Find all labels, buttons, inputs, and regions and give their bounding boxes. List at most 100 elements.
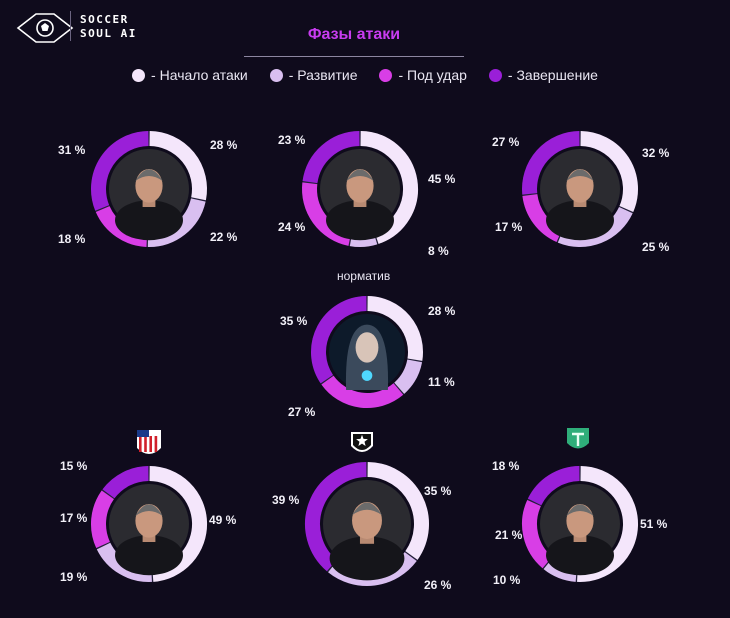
legend-label: - Завершение (507, 67, 598, 83)
value-label: 32 % (642, 146, 670, 160)
value-label: 21 % (495, 528, 523, 542)
donut-segment-Под удар (321, 375, 404, 408)
avatar-face (566, 504, 594, 538)
crest-mark (572, 432, 584, 446)
donut-chart-top-right (522, 131, 638, 247)
legend-swatch (488, 68, 502, 82)
avatar-shoulders (115, 535, 183, 576)
logo-divider (70, 11, 71, 41)
avatar-shoulders (115, 200, 183, 241)
star-icon (356, 434, 368, 446)
value-label: 23 % (278, 133, 306, 147)
legend-item-start: - Начало атаки (132, 67, 248, 83)
crest-stripe (149, 436, 152, 452)
donut-segment-Начало атаки (580, 131, 638, 212)
value-label: 22 % (210, 230, 238, 244)
avatar-face (135, 169, 163, 203)
crest-stripe (154, 436, 158, 452)
avatar-face (352, 501, 382, 539)
value-label: 18 % (58, 232, 86, 246)
donut-chart-bottom-center (305, 462, 429, 586)
donut-chart-top-center (302, 131, 418, 247)
soccer-ball-logo-icon (16, 13, 74, 43)
avatar-shoulders (329, 536, 405, 581)
legend-swatch (269, 68, 283, 82)
value-label: 28 % (210, 138, 238, 152)
legend-swatch (132, 68, 146, 82)
avatar-shoulders (546, 200, 614, 241)
value-label: 27 % (492, 135, 520, 149)
value-label: 19 % (60, 570, 88, 584)
donut-segment-Развитие (393, 359, 423, 394)
legend: - Начало атаки - Развитие - Под удар - З… (0, 67, 730, 83)
value-label: 24 % (278, 220, 306, 234)
donut-segment-Завершение (305, 462, 367, 572)
value-label: 26 % (424, 578, 452, 592)
page-title: Фазы атаки (307, 26, 401, 43)
donut-segment-Начало атаки (367, 462, 429, 560)
donut-segment-Начало атаки (149, 131, 207, 201)
value-label: 39 % (272, 493, 300, 507)
value-label: 11 % (428, 375, 455, 389)
chart-caption: норматив (337, 269, 391, 283)
legend-item-to-shot: - Под удар (379, 67, 467, 83)
donut-segment-Завершение (302, 131, 360, 184)
avatar-face (346, 169, 374, 203)
donut-segment-Завершение (527, 466, 580, 506)
avatar-face (135, 504, 163, 538)
donut-chart-top-left (91, 131, 207, 247)
avatar-hair (135, 504, 163, 516)
shield-crest-icon (567, 428, 589, 449)
legend-label: - Развитие (288, 67, 358, 83)
value-label: 8 % (428, 244, 449, 258)
glow-orb (361, 370, 373, 381)
donut-segment-Завершение (522, 131, 580, 195)
legend-item-finishing: - Завершение (488, 67, 598, 83)
value-label: 31 % (58, 143, 86, 157)
legend-item-development: - Развитие (269, 67, 358, 83)
value-label: 28 % (428, 304, 456, 318)
value-label: 27 % (288, 405, 316, 419)
donut-chart-bottom-left (91, 466, 208, 582)
avatar-shoulders (326, 200, 394, 241)
title-underline (244, 56, 464, 57)
value-label: 17 % (60, 511, 88, 525)
value-label: 51 % (640, 517, 668, 531)
crest-stripe (144, 436, 147, 452)
value-label: 15 % (60, 459, 88, 473)
botafogo-star-icon (351, 432, 373, 452)
donut-segment-Завершение (91, 131, 149, 211)
avatar-hair (135, 169, 163, 181)
avatar-face (566, 169, 594, 203)
donut-chart-middle (311, 296, 423, 408)
donut-chart-bottom-right (522, 466, 638, 582)
avatar-shoulders (546, 535, 614, 576)
value-label: 18 % (492, 459, 520, 473)
value-label: 10 % (493, 573, 521, 587)
value-label: 49 % (209, 513, 237, 527)
value-label: 25 % (642, 240, 670, 254)
legend-label: - Начало атаки (151, 67, 248, 83)
legend-swatch (379, 68, 393, 82)
donut-segment-Начало атаки (367, 296, 423, 361)
legend-label: - Под удар (398, 67, 467, 83)
donut-segment-Под удар (522, 499, 553, 569)
crest-stripe (139, 436, 142, 452)
value-label: 45 % (428, 172, 456, 186)
avatar-hair (566, 169, 594, 181)
donut-segment-Завершение (102, 466, 149, 499)
atletico-crest-icon (137, 430, 161, 454)
brand-name: SOCCER SOUL AI (80, 13, 137, 40)
avatar-hair (566, 504, 594, 516)
avatar-hair (352, 502, 382, 516)
value-label: 17 % (495, 220, 523, 234)
donut-segment-Начало атаки (360, 131, 418, 244)
value-label: 35 % (424, 484, 452, 498)
crest-corner (137, 430, 149, 437)
avatar-face (355, 332, 379, 363)
donut-segment-Завершение (311, 296, 367, 384)
avatar-hair (346, 169, 374, 181)
value-label: 35 % (280, 314, 308, 328)
